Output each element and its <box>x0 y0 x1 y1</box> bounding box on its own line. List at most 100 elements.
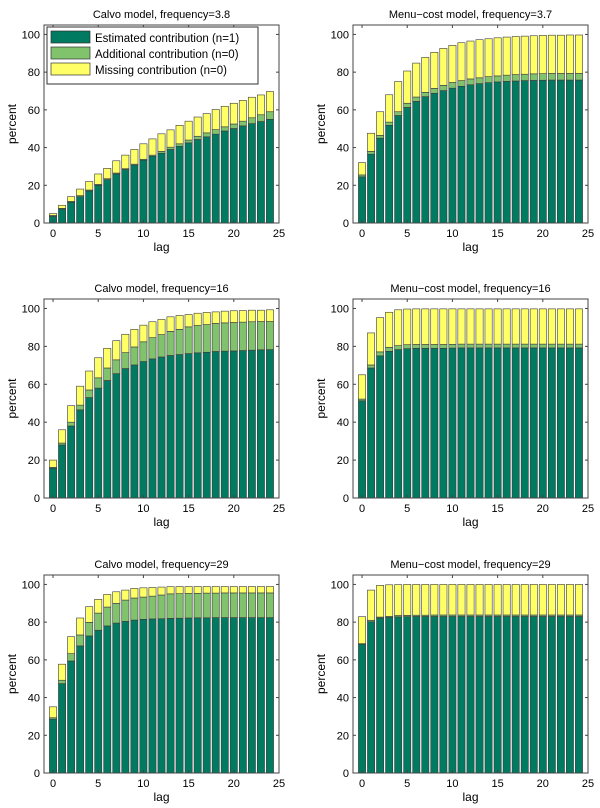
bar-additional-lag-19 <box>220 322 229 352</box>
bar-additional-lag-20 <box>538 73 547 81</box>
x-tick-label: 20 <box>537 228 549 240</box>
bar-additional-lag-13 <box>166 593 175 619</box>
bar-estimated-lag-4 <box>394 115 403 224</box>
axes-box <box>43 298 280 499</box>
bar-estimated-lag-19 <box>529 347 538 499</box>
bar-estimated-lag-9 <box>439 90 448 224</box>
bar-missing-lag-13 <box>475 308 484 345</box>
bar-estimated-lag-24 <box>575 79 583 224</box>
bar-missing-lag-8 <box>121 333 130 353</box>
bar-estimated-lag-0 <box>358 400 366 499</box>
bar-additional-lag-18 <box>520 73 529 81</box>
x-tick-label: 10 <box>137 778 149 790</box>
y-tick-label: 60 <box>337 105 349 117</box>
bar-estimated-lag-24 <box>266 617 274 774</box>
bar-estimated-lag-17 <box>202 617 211 774</box>
bar-estimated-lag-11 <box>457 85 466 224</box>
bar-additional-lag-12 <box>157 594 166 620</box>
bar-missing-lag-6 <box>103 594 112 608</box>
bar-estimated-lag-22 <box>247 349 256 499</box>
bar-additional-lag-4 <box>394 345 403 350</box>
bar-missing-lag-2 <box>376 317 385 353</box>
bar-estimated-lag-7 <box>421 616 430 774</box>
x-tick-label: 15 <box>182 778 194 790</box>
bar-additional-lag-19 <box>220 126 229 132</box>
bar-missing-lag-6 <box>412 308 421 345</box>
bar-estimated-lag-22 <box>556 79 565 224</box>
bar-estimated-lag-9 <box>130 364 139 499</box>
chart-panel-4: Menu−cost model, frequency=16 0 20 40 60 80 10… <box>314 283 594 529</box>
bar-additional-lag-2 <box>376 351 385 357</box>
bar-missing-lag-19 <box>220 586 229 594</box>
bar-estimated-lag-8 <box>430 347 439 499</box>
bar-estimated-lag-14 <box>175 145 184 224</box>
bar-additional-lag-2 <box>376 135 385 139</box>
bar-missing-lag-22 <box>247 96 256 119</box>
bar-additional-lag-8 <box>430 344 439 349</box>
axes-box <box>352 24 589 224</box>
bar-additional-lag-12 <box>466 343 475 349</box>
bar-estimated-lag-7 <box>112 173 121 224</box>
bar-estimated-lag-5 <box>94 387 103 499</box>
bar-additional-lag-24 <box>266 592 274 618</box>
bar-missing-lag-11 <box>148 321 157 338</box>
bar-estimated-lag-2 <box>67 660 76 774</box>
bar-missing-lag-23 <box>257 309 265 322</box>
bar-missing-lag-1 <box>58 663 66 681</box>
bar-estimated-lag-6 <box>103 380 112 499</box>
bar-estimated-lag-20 <box>538 79 547 224</box>
legend-swatch <box>50 46 91 60</box>
y-tick-label: 20 <box>337 730 349 742</box>
bar-additional-lag-13 <box>166 331 175 356</box>
y-axis-label: percent <box>314 378 328 419</box>
bar-additional-lag-18 <box>211 129 220 135</box>
bar-additional-lag-16 <box>193 325 202 354</box>
y-tick-label: 40 <box>28 417 40 429</box>
bar-missing-lag-24 <box>575 34 583 74</box>
bar-missing-lag-13 <box>166 316 175 332</box>
bar-missing-lag-18 <box>211 109 220 130</box>
bar-missing-lag-14 <box>175 315 184 330</box>
bar-estimated-lag-6 <box>412 101 421 224</box>
bar-estimated-lag-19 <box>529 616 538 774</box>
bar-estimated-lag-21 <box>238 125 247 224</box>
bar-missing-lag-13 <box>166 129 175 148</box>
bar-additional-lag-16 <box>193 135 202 140</box>
bar-missing-lag-1 <box>367 132 375 152</box>
bar-additional-lag-24 <box>266 111 274 120</box>
bar-estimated-lag-18 <box>211 133 220 224</box>
bar-missing-lag-1 <box>58 429 66 444</box>
x-axis-label: lag <box>153 790 169 804</box>
bar-additional-lag-22 <box>556 73 565 81</box>
bar-missing-lag-5 <box>94 357 103 379</box>
bar-additional-lag-16 <box>193 592 202 619</box>
x-tick-label: 5 <box>404 778 410 790</box>
x-tick-label: 25 <box>273 503 285 515</box>
bar-missing-lag-24 <box>266 586 274 594</box>
bar-missing-lag-10 <box>139 587 148 598</box>
bar-estimated-lag-3 <box>385 125 394 224</box>
bar-missing-lag-0 <box>49 706 57 719</box>
chart-panel-2: Menu−cost model, frequency=3.7 0 20 40 60 80 1… <box>314 9 594 254</box>
bar-estimated-lag-15 <box>493 347 502 499</box>
bar-additional-lag-15 <box>184 593 193 619</box>
bar-missing-lag-13 <box>475 584 484 616</box>
bar-missing-lag-8 <box>121 154 130 169</box>
x-tick-label: 25 <box>582 503 594 515</box>
bar-additional-lag-16 <box>502 74 511 82</box>
bar-missing-lag-21 <box>238 586 247 594</box>
bar-missing-lag-12 <box>466 40 475 80</box>
bar-missing-lag-18 <box>520 584 529 616</box>
bar-estimated-lag-11 <box>148 618 157 774</box>
bar-missing-lag-20 <box>538 308 547 345</box>
bar-additional-lag-21 <box>238 120 247 127</box>
bar-additional-lag-23 <box>566 73 574 81</box>
bar-missing-lag-21 <box>547 308 556 345</box>
bar-missing-lag-17 <box>511 308 520 345</box>
bar-missing-lag-19 <box>529 584 538 616</box>
bar-missing-lag-14 <box>175 125 184 145</box>
bar-estimated-lag-7 <box>421 96 430 224</box>
bar-additional-lag-3 <box>385 121 394 126</box>
bar-missing-lag-12 <box>157 319 166 335</box>
